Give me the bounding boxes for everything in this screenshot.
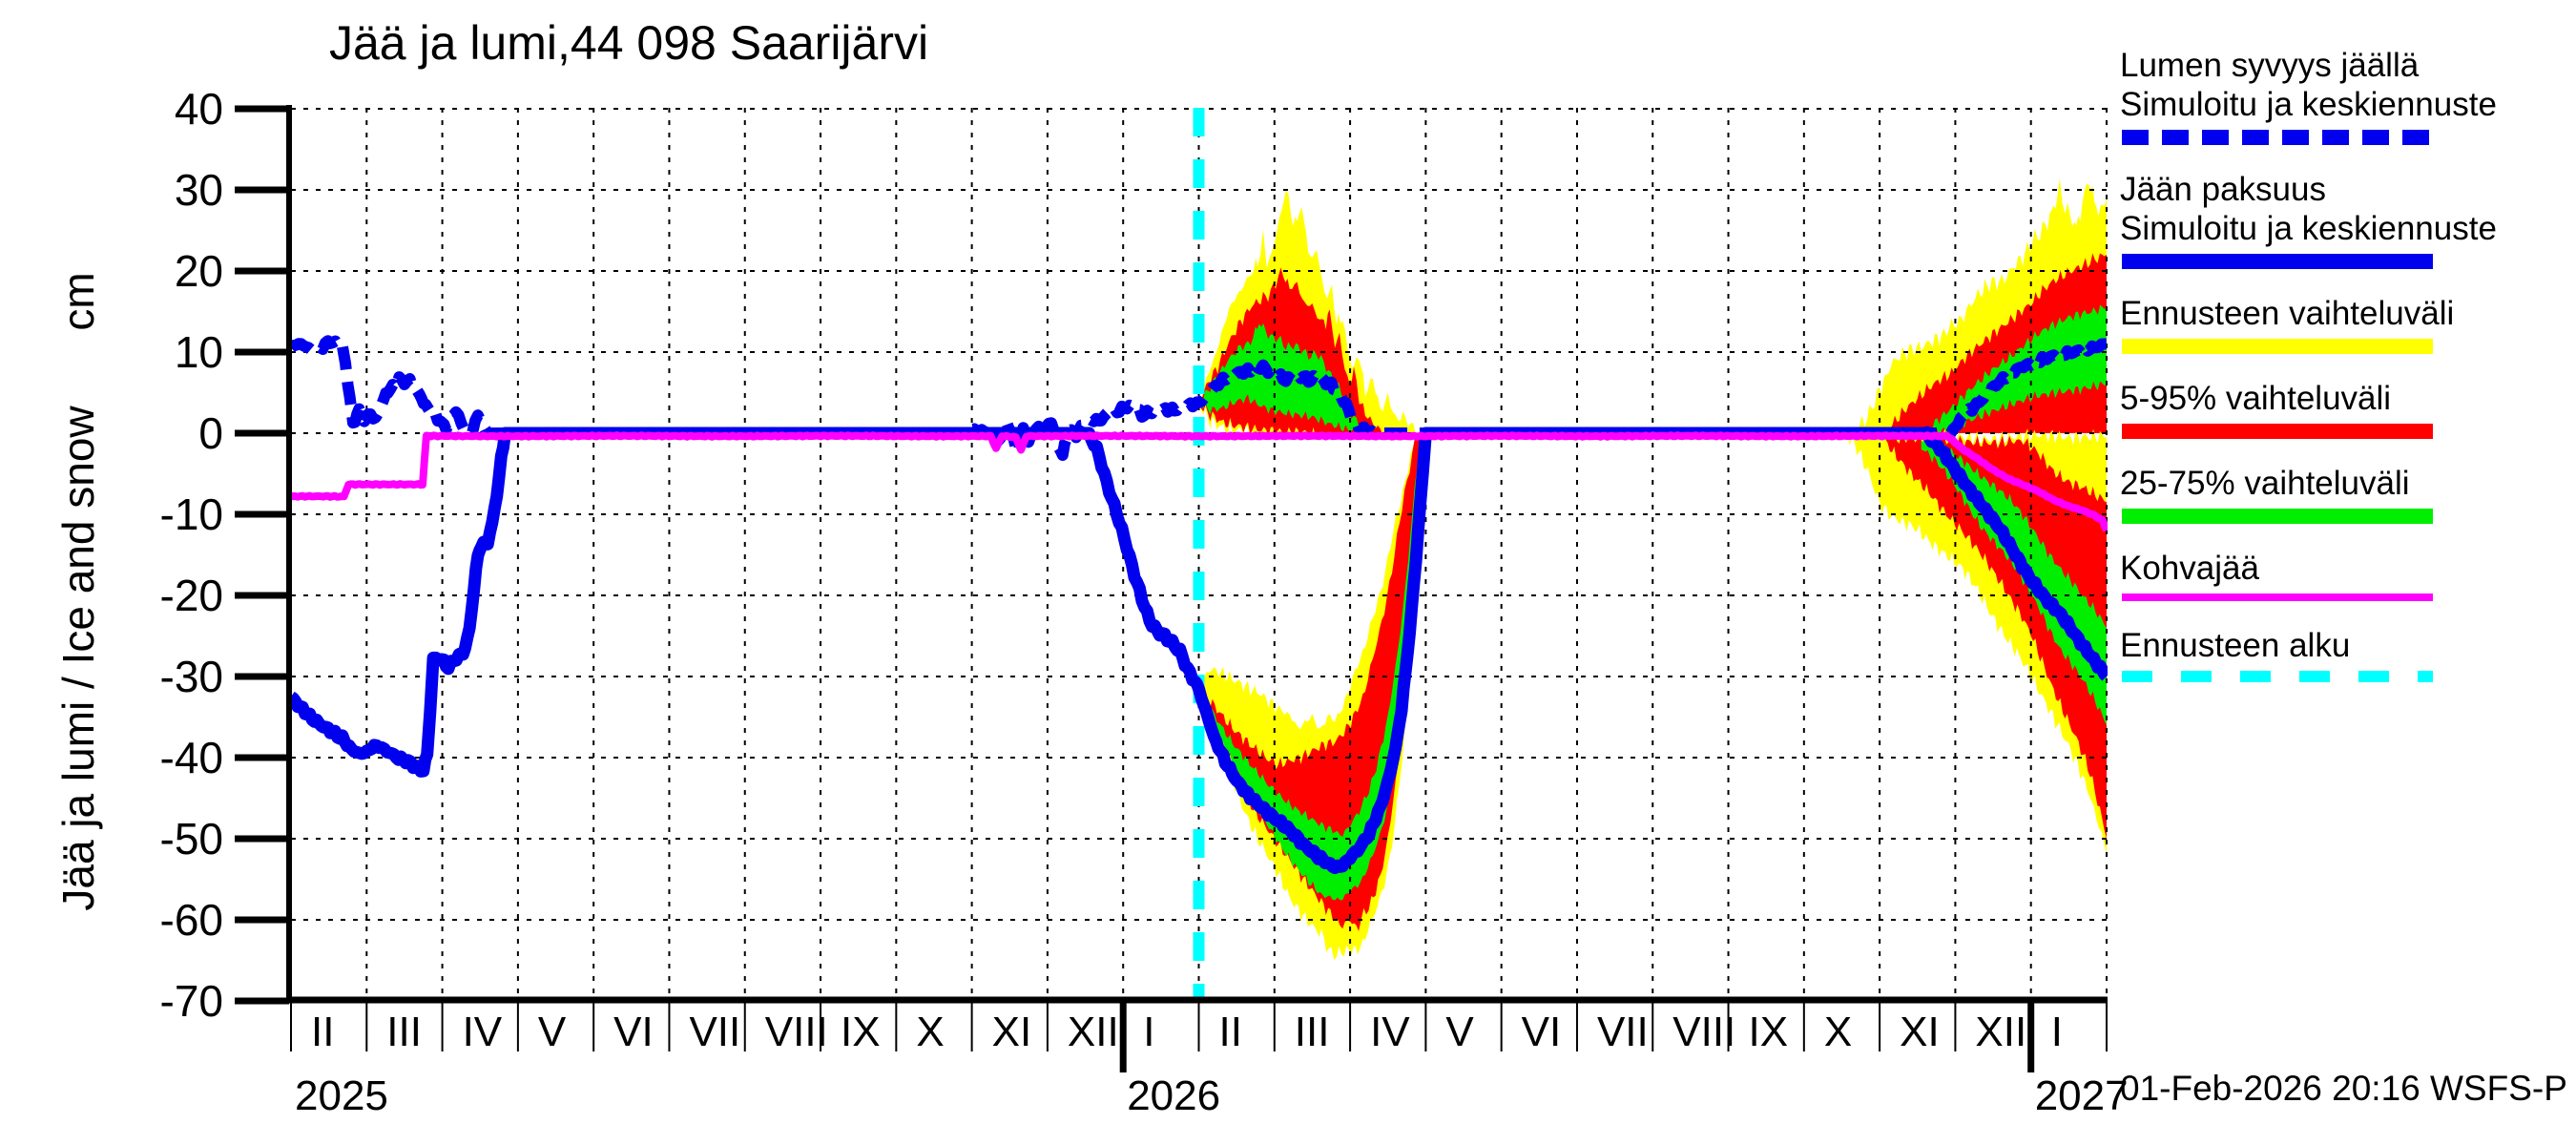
legend-label-2: Ennusteen vaihteluväli bbox=[2120, 295, 2455, 332]
x-month-label: XII bbox=[1068, 1009, 1119, 1055]
y-tick-label: 30 bbox=[175, 165, 223, 215]
x-month-label: II bbox=[1219, 1009, 1242, 1055]
y-tick-label: -20 bbox=[160, 571, 223, 620]
y-tick-label: 0 bbox=[198, 408, 223, 458]
x-month-label: III bbox=[1295, 1009, 1330, 1055]
x-month-label: X bbox=[916, 1009, 944, 1055]
x-month-label: VII bbox=[1597, 1009, 1649, 1055]
legend-label-6: Ennusteen alku bbox=[2120, 627, 2351, 664]
legend-label-1: Jään paksuus Simuloitu ja keskiennuste bbox=[2120, 171, 2497, 247]
legend-label-0: Lumen syvyys jäällä Simuloitu ja keskienn… bbox=[2120, 47, 2497, 123]
timestamp-label: 01-Feb-2026 20:16 WSFS-P bbox=[2120, 1069, 2567, 1108]
band-w2-ice-25-75 bbox=[1921, 438, 2107, 725]
x-month-label: XI bbox=[1900, 1009, 1940, 1055]
legend-label-3: 5-95% vaihteluväli bbox=[2120, 380, 2392, 417]
x-month-label: VI bbox=[1522, 1009, 1562, 1055]
x-year-label: 2025 bbox=[295, 1072, 388, 1119]
chart-title: Jää ja lumi,44 098 Saarijärvi bbox=[329, 16, 929, 70]
legend-sample-blue-dashed bbox=[2122, 130, 2433, 145]
x-month-label: II bbox=[311, 1009, 334, 1055]
gridlines bbox=[291, 108, 2108, 1000]
data-series bbox=[290, 335, 2108, 875]
band-w1-ice-25-75 bbox=[1198, 433, 1423, 901]
y-tick-label: -50 bbox=[160, 814, 223, 864]
x-month-label: XI bbox=[992, 1009, 1032, 1055]
x-month-label: VI bbox=[613, 1009, 654, 1055]
x-month-label: X bbox=[1824, 1009, 1852, 1055]
x-month-label: III bbox=[386, 1009, 422, 1055]
y-tick-label: -10 bbox=[160, 489, 223, 539]
y-tick-label: 40 bbox=[175, 84, 223, 134]
legend-label-4: 25-75% vaihteluväli bbox=[2120, 465, 2410, 502]
y-tick-label: -40 bbox=[160, 733, 223, 782]
legend-sample-red-solid bbox=[2122, 424, 2433, 439]
x-month-label: IV bbox=[1370, 1009, 1410, 1055]
y-axis-label: Jää ja lumi / Ice and snow bbox=[53, 406, 103, 911]
x-month-label: IX bbox=[1749, 1009, 1789, 1055]
y-tick-label: 10 bbox=[175, 327, 223, 377]
x-month-label: XII bbox=[1975, 1009, 2026, 1055]
axes bbox=[235, 105, 2108, 1072]
uncertainty-bands bbox=[1198, 177, 2107, 960]
x-month-label: VII bbox=[689, 1009, 740, 1055]
legend-label-5: Kohvajää bbox=[2120, 550, 2259, 587]
x-month-label: VIII bbox=[1672, 1009, 1735, 1055]
legend-sample-cyan-dashed bbox=[2122, 671, 2433, 682]
series-kohvajaa bbox=[290, 431, 2108, 532]
y-tick-label: 20 bbox=[175, 246, 223, 296]
x-month-label: VIII bbox=[765, 1009, 828, 1055]
y-tick-label: -30 bbox=[160, 652, 223, 701]
x-month-label: IV bbox=[463, 1009, 503, 1055]
legend-sample-yellow-solid bbox=[2122, 339, 2433, 354]
x-year-label: 2027 bbox=[2035, 1072, 2129, 1119]
band-w2-ice-5-95 bbox=[1883, 431, 2107, 839]
x-month-label: V bbox=[1445, 1009, 1474, 1055]
y-tick-label: -70 bbox=[160, 976, 223, 1026]
legend-sample-magenta-solid bbox=[2122, 593, 2433, 601]
y-axis-unit-label: cm bbox=[53, 272, 103, 331]
x-month-label: I bbox=[2051, 1009, 2063, 1055]
x-month-label: I bbox=[1143, 1009, 1154, 1055]
legend-sample-blue-solid bbox=[2122, 254, 2433, 269]
x-month-label: V bbox=[538, 1009, 567, 1055]
legend-sample-green-solid bbox=[2122, 509, 2433, 524]
x-month-label: IX bbox=[841, 1009, 881, 1055]
x-year-label: 2026 bbox=[1127, 1072, 1220, 1119]
y-tick-label: -60 bbox=[160, 895, 223, 945]
